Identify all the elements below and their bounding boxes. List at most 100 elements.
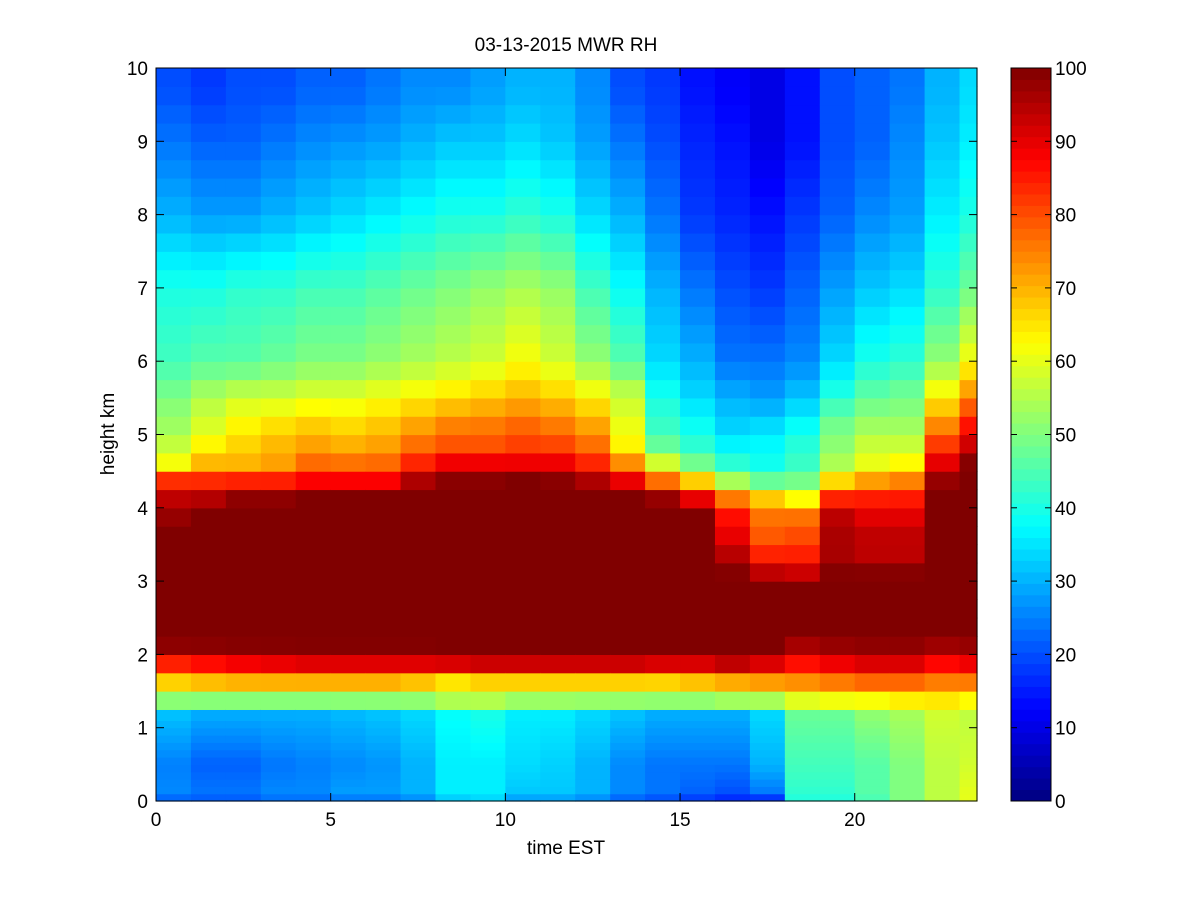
heatmap-cell — [645, 742, 681, 751]
heatmap-cell — [225, 779, 262, 787]
heatmap-cell — [680, 779, 716, 787]
heatmap-cell — [156, 104, 192, 124]
colorbar-band — [1011, 400, 1051, 413]
heatmap-cell — [260, 720, 297, 729]
heatmap-cell — [749, 654, 786, 674]
heatmap-cell — [190, 771, 227, 780]
heatmap-cell — [505, 720, 541, 729]
y-tick-label: 9 — [137, 132, 148, 153]
heatmap-cell — [225, 361, 262, 381]
heatmap-cell — [645, 489, 681, 509]
y-tick-label: 6 — [137, 352, 148, 373]
heatmap-cell — [365, 471, 402, 491]
heatmap-cell — [575, 672, 611, 692]
heatmap-cell — [854, 764, 891, 773]
colorbar-band — [1011, 526, 1051, 539]
heatmap-cell — [784, 489, 821, 509]
heatmap-cell — [784, 141, 821, 161]
heatmap-cell — [225, 324, 262, 344]
heatmap-cell — [610, 720, 646, 729]
y-tick-label: 4 — [137, 499, 148, 520]
heatmap-cell — [470, 251, 506, 271]
heatmap-cell — [959, 342, 978, 362]
heatmap-cell — [435, 727, 472, 736]
heatmap-cell — [784, 232, 821, 252]
heatmap-cell — [575, 544, 611, 564]
heatmap-cell — [819, 617, 856, 637]
heatmap-cell — [714, 526, 751, 546]
heatmap-cell — [470, 122, 506, 142]
heatmap-cell — [330, 526, 367, 546]
x-tick-label: 15 — [669, 810, 690, 831]
heatmap-cell — [260, 526, 297, 546]
heatmap-cell — [575, 709, 611, 721]
heatmap-cell — [854, 361, 891, 381]
heatmap-cell — [540, 720, 576, 729]
heatmap-cell — [190, 122, 227, 142]
heatmap-cell — [190, 636, 227, 655]
heatmap-cell — [505, 742, 541, 751]
heatmap-cell — [610, 159, 646, 179]
heatmap-cell — [505, 342, 541, 362]
heatmap-cell — [330, 709, 367, 721]
heatmap-cell — [190, 452, 227, 472]
heatmap-cell — [190, 287, 227, 307]
heatmap-cell — [156, 507, 192, 527]
heatmap-cell — [610, 544, 646, 564]
heatmap-cell — [749, 562, 786, 582]
heatmap-cell — [260, 122, 297, 142]
heatmap-cell — [260, 251, 297, 271]
heatmap-cell — [330, 324, 367, 344]
heatmap-cell — [365, 68, 402, 87]
heatmap-cell — [435, 735, 472, 743]
heatmap-cell — [365, 159, 402, 179]
heatmap-cell — [784, 786, 821, 795]
heatmap-cell — [156, 735, 192, 743]
heatmap-cell — [784, 251, 821, 271]
heatmap-cell — [400, 489, 437, 509]
heatmap-cell — [645, 159, 681, 179]
heatmap-cell — [400, 416, 437, 436]
heatmap-cell — [645, 68, 681, 87]
heatmap-cell — [610, 196, 646, 216]
heatmap-cell — [156, 617, 192, 637]
heatmap-cell — [784, 757, 821, 765]
colorbar-band — [1011, 171, 1051, 184]
heatmap-cell — [610, 599, 646, 619]
heatmap-cell — [784, 581, 821, 601]
heatmap-cell — [819, 141, 856, 161]
heatmap-cell — [959, 742, 978, 751]
heatmap-cell — [610, 727, 646, 736]
heatmap-cell — [680, 654, 716, 674]
heatmap-cell — [854, 104, 891, 124]
heatmap-cell — [400, 269, 437, 289]
heatmap-cell — [749, 672, 786, 692]
heatmap-cell — [225, 214, 262, 234]
heatmap-cell — [365, 617, 402, 637]
heatmap-cell — [156, 764, 192, 773]
heatmap-cell — [400, 141, 437, 161]
heatmap-cell — [889, 452, 926, 472]
heatmap-cell — [400, 287, 437, 307]
heatmap-cell — [540, 196, 576, 216]
heatmap-cell — [505, 159, 541, 179]
heatmap-cell — [645, 709, 681, 721]
heatmap-cell — [225, 122, 262, 142]
heatmap-cell — [470, 306, 506, 326]
heatmap-cell — [610, 709, 646, 721]
heatmap-cell — [749, 269, 786, 289]
heatmap-cell — [435, 654, 472, 674]
heatmap-cell — [889, 636, 926, 655]
colorbar-band — [1011, 423, 1051, 435]
colorbar-band — [1011, 560, 1051, 573]
heatmap-cell — [260, 159, 297, 179]
heatmap-cell — [819, 599, 856, 619]
heatmap-cell — [680, 416, 716, 436]
heatmap-cell — [435, 742, 472, 751]
heatmap-cell — [260, 86, 297, 106]
heatmap-cell — [714, 397, 751, 417]
heatmap-cell — [749, 636, 786, 655]
heatmap-cell — [330, 581, 367, 601]
heatmap-cell — [225, 742, 262, 751]
heatmap-cell — [260, 749, 297, 758]
